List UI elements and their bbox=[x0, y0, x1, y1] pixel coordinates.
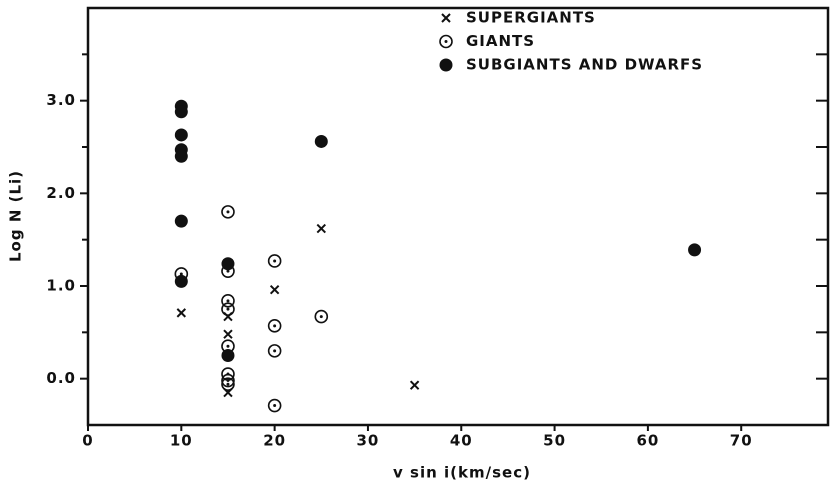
filled-marker bbox=[221, 349, 235, 362]
x-tick-label: 10 bbox=[170, 432, 193, 450]
x-marker bbox=[316, 223, 326, 234]
x-tick-label: 30 bbox=[357, 432, 380, 450]
y-tick-label: 3.0 bbox=[46, 91, 76, 109]
circle-dot-marker bbox=[221, 302, 235, 316]
circle-dot-marker bbox=[221, 373, 235, 388]
x-tick-label: 20 bbox=[263, 432, 286, 450]
x-axis-label: v sin i(km/sec) bbox=[393, 464, 531, 482]
x-marker bbox=[441, 13, 451, 23]
filled-marker bbox=[174, 105, 188, 119]
circle-dot-marker bbox=[221, 377, 235, 392]
circle-part bbox=[221, 205, 235, 219]
x-marker bbox=[223, 329, 233, 339]
circle-part bbox=[226, 379, 230, 383]
circle-part bbox=[267, 319, 282, 333]
x-tick-label: 70 bbox=[730, 432, 753, 450]
circle-part bbox=[267, 344, 282, 358]
circle-dot-marker bbox=[267, 254, 282, 268]
circle-part bbox=[221, 302, 235, 316]
circle-dot-marker bbox=[267, 398, 282, 413]
filled-marker bbox=[174, 274, 188, 288]
filled-marker bbox=[688, 243, 702, 257]
circle-dot-marker bbox=[267, 344, 282, 358]
circle-part bbox=[314, 309, 329, 324]
circle-dot-marker bbox=[221, 294, 235, 308]
x-stroke bbox=[176, 308, 187, 318]
x-stroke bbox=[409, 380, 420, 390]
x-stroke bbox=[269, 284, 280, 295]
circle-dot-marker bbox=[221, 205, 235, 219]
circle-part bbox=[226, 344, 230, 348]
filled-marker bbox=[174, 149, 188, 163]
x-marker bbox=[176, 308, 187, 318]
x-stroke bbox=[223, 329, 233, 339]
filled-marker bbox=[439, 58, 453, 72]
circle-part bbox=[226, 307, 230, 311]
circle-part bbox=[221, 294, 235, 308]
circle-part bbox=[273, 349, 277, 353]
circle-part bbox=[273, 404, 277, 408]
circle-part bbox=[226, 210, 230, 214]
circle-dot-marker bbox=[314, 309, 329, 324]
y-tick-label: 0.0 bbox=[46, 369, 76, 387]
circle-part bbox=[444, 40, 448, 43]
x-stroke bbox=[316, 223, 326, 234]
circle-part bbox=[267, 398, 282, 413]
x-tick-label: 50 bbox=[543, 432, 566, 450]
filled-marker bbox=[314, 134, 328, 148]
x-tick-label: 0 bbox=[82, 432, 93, 450]
circle-part bbox=[226, 299, 230, 303]
filled-marker bbox=[174, 214, 188, 228]
x-marker bbox=[409, 380, 420, 390]
y-tick-label: 2.0 bbox=[46, 184, 76, 202]
x-stroke bbox=[441, 13, 451, 23]
circle-part bbox=[273, 259, 277, 263]
legend-label: GIANTS bbox=[466, 32, 535, 50]
plot-frame bbox=[86, 6, 830, 427]
y-axis-label: Log N (Li) bbox=[7, 170, 25, 262]
circle-part bbox=[226, 269, 230, 273]
x-marker bbox=[269, 284, 280, 295]
circle-part bbox=[221, 377, 235, 392]
circle-part bbox=[319, 315, 323, 319]
circle-part bbox=[221, 373, 235, 388]
circle-dot-marker bbox=[439, 34, 453, 49]
circle-part bbox=[273, 324, 277, 328]
legend-label: SUPERGIANTS bbox=[466, 9, 596, 27]
legend-label: SUBGIANTS AND DWARFS bbox=[466, 56, 703, 74]
circle-part bbox=[226, 382, 230, 386]
y-tick-label: 1.0 bbox=[46, 277, 76, 295]
circle-part bbox=[179, 272, 183, 276]
x-tick-label: 60 bbox=[636, 432, 659, 450]
circle-part bbox=[267, 254, 282, 268]
x-tick-label: 40 bbox=[450, 432, 473, 450]
filled-marker bbox=[174, 128, 188, 142]
circle-part bbox=[439, 34, 453, 49]
filled-marker bbox=[221, 257, 235, 271]
circle-dot-marker bbox=[267, 319, 282, 333]
